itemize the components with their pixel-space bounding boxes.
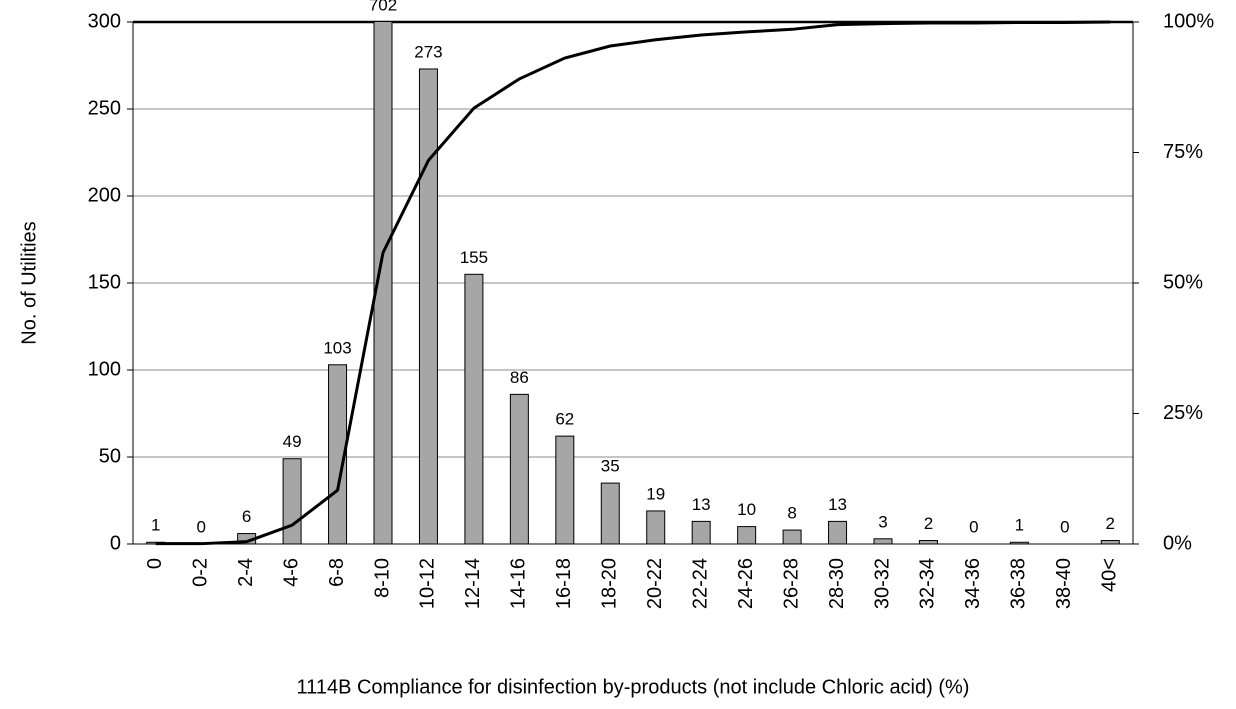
x-tick-label: 0 bbox=[144, 558, 166, 569]
y-tick-label: 200 bbox=[88, 184, 121, 206]
x-tick-label: 2-4 bbox=[235, 558, 257, 587]
x-axis-label: 1114B Compliance for disinfection by-pro… bbox=[297, 676, 970, 698]
bar bbox=[600, 482, 620, 544]
x-tick-label: 30-32 bbox=[871, 558, 893, 609]
bar bbox=[873, 538, 893, 544]
x-tick-label: 4-6 bbox=[280, 558, 302, 587]
bar bbox=[509, 393, 529, 544]
data-label: 155 bbox=[460, 248, 488, 267]
x-tick-label: 20-22 bbox=[644, 558, 666, 609]
data-label: 86 bbox=[510, 368, 529, 387]
data-label: 1 bbox=[151, 516, 160, 535]
bar bbox=[555, 435, 575, 544]
bar bbox=[418, 68, 438, 544]
data-label: 3 bbox=[878, 512, 887, 531]
data-label: 2 bbox=[1106, 514, 1115, 533]
x-tick-label: 32-34 bbox=[917, 558, 939, 609]
data-label: 6 bbox=[242, 507, 251, 526]
bar bbox=[1100, 540, 1120, 544]
data-label: 13 bbox=[828, 495, 847, 514]
y2-tick-label: 0% bbox=[1163, 532, 1192, 554]
y2-tick-label: 75% bbox=[1163, 141, 1203, 163]
x-tick-label: 8-10 bbox=[371, 558, 393, 598]
data-label: 49 bbox=[283, 432, 302, 451]
cumulative-line bbox=[155, 20, 1111, 546]
data-label: 103 bbox=[323, 338, 351, 357]
y-tick-label: 0 bbox=[110, 532, 121, 554]
bar bbox=[918, 540, 938, 544]
data-label: 1 bbox=[1015, 516, 1024, 535]
bar bbox=[691, 520, 711, 544]
bar bbox=[782, 529, 802, 544]
y2-tick-label: 50% bbox=[1163, 271, 1203, 293]
x-tick-label: 16-18 bbox=[553, 558, 575, 609]
data-label: 2 bbox=[924, 514, 933, 533]
x-tick-label: 28-30 bbox=[826, 558, 848, 609]
x-tick-label: 12-14 bbox=[462, 558, 484, 609]
bar bbox=[373, 22, 393, 544]
data-label: 13 bbox=[692, 495, 711, 514]
y-tick-label: 250 bbox=[88, 97, 121, 119]
x-tick-label: 40< bbox=[1099, 558, 1121, 592]
x-tick-label: 36-38 bbox=[1008, 558, 1030, 609]
bar bbox=[737, 526, 757, 544]
data-label: 8 bbox=[787, 504, 796, 523]
y-tick-label: 100 bbox=[88, 358, 121, 380]
bar bbox=[646, 510, 666, 544]
y-tick-label: 300 bbox=[88, 10, 121, 32]
data-label: 0 bbox=[969, 517, 978, 536]
data-label: 702 bbox=[369, 0, 397, 14]
bar bbox=[464, 273, 484, 544]
bar bbox=[328, 364, 348, 544]
x-tick-label: 38-40 bbox=[1053, 558, 1075, 609]
data-label: 0 bbox=[1060, 517, 1069, 536]
bar bbox=[282, 458, 302, 544]
x-tick-label: 18-20 bbox=[599, 558, 621, 609]
data-label: 10 bbox=[737, 500, 756, 519]
y-tick-label: 150 bbox=[88, 271, 121, 293]
x-tick-label: 14-16 bbox=[508, 558, 530, 609]
bar bbox=[828, 520, 848, 544]
data-label: 273 bbox=[414, 42, 442, 61]
x-tick-label: 34-36 bbox=[962, 558, 984, 609]
data-label: 62 bbox=[555, 410, 574, 429]
bar bbox=[1009, 541, 1029, 544]
x-tick-label: 0-2 bbox=[189, 558, 211, 587]
data-label: 35 bbox=[601, 457, 620, 476]
y-axis-label: No. of Utilities bbox=[18, 221, 40, 344]
x-tick-label: 24-26 bbox=[735, 558, 757, 609]
x-tick-label: 6-8 bbox=[326, 558, 348, 587]
data-label: 19 bbox=[646, 484, 665, 503]
x-tick-label: 26-28 bbox=[780, 558, 802, 609]
y-tick-label: 50 bbox=[99, 445, 121, 467]
data-label: 0 bbox=[196, 517, 205, 536]
y2-tick-label: 25% bbox=[1163, 402, 1203, 424]
x-tick-label: 10-12 bbox=[417, 558, 439, 609]
y2-tick-label: 100% bbox=[1163, 10, 1214, 32]
x-tick-label: 22-24 bbox=[689, 558, 711, 609]
